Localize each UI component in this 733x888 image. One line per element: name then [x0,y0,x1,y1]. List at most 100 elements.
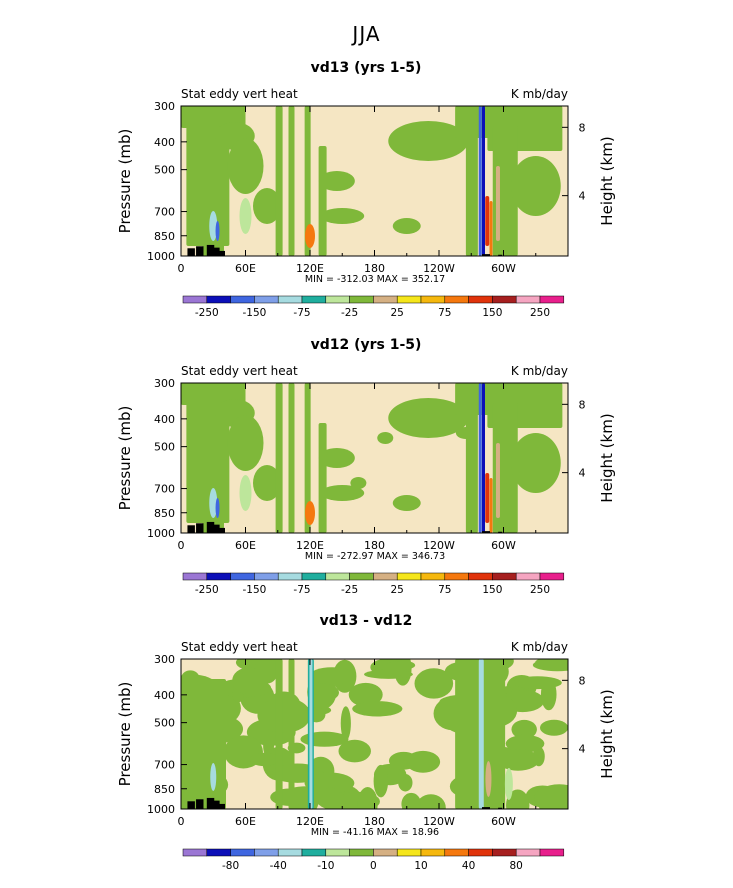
x-tick-label: 120W [423,539,455,552]
negative-core [215,221,220,241]
colorbar-swatch [539,848,565,857]
topography [217,527,225,533]
x-tick-label: 180 [364,815,385,828]
y-tick-label: 400 [154,136,175,149]
green-region [535,659,568,669]
colorbar-swatch [182,572,208,581]
y-axis-label: Pressure (mb) [116,406,134,511]
y-tick-label: 300 [154,100,175,113]
x-tick-label: 60E [235,539,256,552]
colorbar-label: -75 [293,307,310,319]
green-region [253,188,281,224]
positive-core [489,478,493,533]
colorbar-swatch [468,295,493,304]
x-tick-label: 0 [178,262,185,275]
min-max-readout: MIN = -272.97 MAX = 346.73 [305,551,445,562]
x-tick-label: 60E [235,815,256,828]
colorbar-label: -150 [242,584,266,596]
contour-fill [181,106,563,256]
colorbar-label: 80 [510,860,523,872]
colorbar-label: -10 [317,860,334,872]
colorbar-label: 75 [438,584,451,596]
green-region [338,739,371,763]
colorbar-swatch [301,295,327,304]
positive-band [305,501,315,525]
green-region [320,485,365,501]
colorbar-label: 25 [391,307,404,319]
green-region [318,171,355,191]
colorbar-swatch [444,572,469,581]
green-region [405,750,441,773]
y2-tick-label: 4 [579,467,586,480]
contour-fill [181,383,563,533]
green-region [181,679,226,809]
green-region [388,121,469,161]
y-axis-label: Pressure (mb) [116,129,134,234]
colorbar-swatch [396,295,422,304]
green-region [388,398,469,438]
min-max-readout: MIN = -41.16 MAX = 18.96 [311,827,439,838]
colorbar-swatch [325,572,350,581]
negative-core [478,106,482,256]
topography [196,523,204,533]
chart-title: vd13 (yrs 1-5) [311,60,422,76]
colorbar-label: 250 [530,307,550,319]
topography [206,244,215,256]
colorbar-swatch [206,572,231,581]
colorbar-swatch [206,295,231,304]
min-max-readout: MIN = -312.03 MAX = 352.17 [305,274,445,285]
colorbar-swatch [254,848,279,857]
negative-core [210,763,217,791]
negative-core [309,659,313,809]
colorbar-swatch [254,572,279,581]
negative-core [482,383,485,533]
colorbar-label: -25 [341,307,358,319]
y-tick-label: 850 [154,230,175,243]
negative-core [478,659,484,809]
green-region [232,667,265,695]
colorbar-label: 250 [530,584,550,596]
negative-core [209,488,218,518]
green-region [288,383,295,533]
green-region [534,784,568,809]
x-tick-label: 60W [491,815,516,828]
colorbar-swatch [420,848,446,857]
colorbar-swatch [373,572,398,581]
green-region [320,208,365,224]
colorbar-label: 75 [438,307,451,319]
topography [482,531,490,533]
positive-band [305,224,315,248]
y-tick-label: 1000 [147,803,175,816]
green-region [414,668,454,699]
x-tick-label: 60E [235,262,256,275]
y-tick-label: 500 [154,441,175,454]
chart-panel-3: vd13 - vd12 Stat eddy vert heat K mb/day 0 6… [116,613,616,872]
x-tick-label: 120E [296,262,324,275]
y2-axis-label: Height (km) [598,689,616,778]
x-tick-label: 120E [296,815,324,828]
green-region [510,433,561,493]
y-tick-label: 300 [154,377,175,390]
green-region [340,706,351,741]
green-region [465,383,478,533]
colorbar-swatch [420,295,446,304]
topography [498,531,503,533]
colorbar-swatch [515,572,541,581]
chart-panel-1: vd13 (yrs 1-5) Stat eddy vert heat K mb/da… [116,60,616,319]
topography [206,797,215,809]
colorbar-swatch [444,295,469,304]
colorbar-swatch [373,848,398,857]
green-region [288,659,295,809]
figure-title: JJA [352,22,381,46]
colorbar-label: -25 [341,584,358,596]
x-tick-label: 180 [364,539,385,552]
negative-core [482,106,485,256]
colorbar-swatch [349,572,374,581]
y2-tick-label: 8 [579,121,586,134]
topography [187,248,195,256]
units-label: K mb/day [511,640,568,654]
colorbar-swatch [468,572,493,581]
green-region [392,218,421,234]
field-label: Stat eddy vert heat [181,87,298,101]
green-region [227,415,264,471]
